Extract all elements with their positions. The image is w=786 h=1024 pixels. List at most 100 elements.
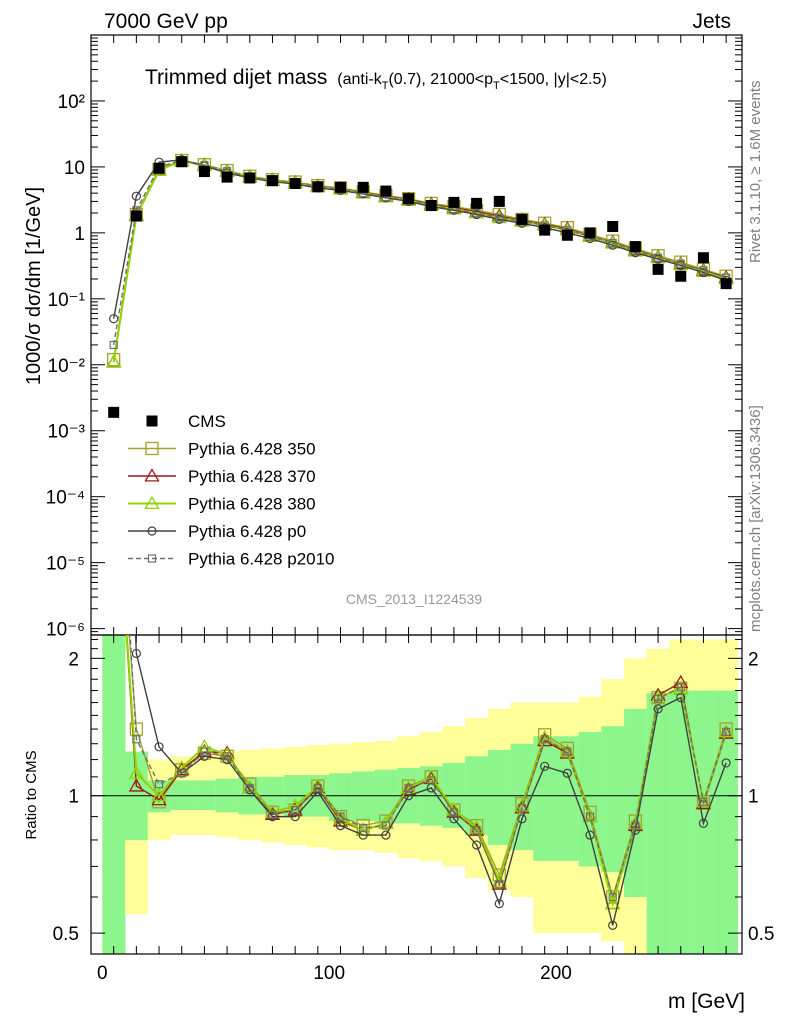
legend-label-t370: Pythia 6.428 370 (188, 467, 316, 486)
legend-item-t350: Pythia 6.428 350 (128, 440, 316, 459)
ratio-point-t380 (128, 765, 144, 779)
chart-title-detail-suffix: <1500, |y|<2.5) (500, 71, 607, 88)
main-point-cms (153, 162, 165, 174)
ratio-point-p2010 (200, 747, 209, 756)
ratio-panel-frame (90, 634, 743, 955)
ratio-point-p2010 (472, 826, 481, 835)
main-point-p2010 (653, 253, 663, 262)
main-y-tick-label: 10 (64, 158, 85, 179)
main-point-cms (221, 171, 233, 183)
ratio-point-p0 (540, 761, 550, 771)
legend-marker-p0 (147, 526, 157, 536)
header-left: 7000 GeV pp (104, 10, 228, 33)
main-y-tick-label: 10⁻⁶ (46, 620, 85, 641)
main-point-cms (335, 181, 347, 193)
ratio-point-t380 (287, 798, 303, 812)
main-point-cms (720, 278, 732, 290)
ratio-y-tick-label-left: 2 (68, 649, 79, 670)
ratio-point-p2010 (608, 892, 617, 902)
ratio-point-p0 (608, 920, 618, 930)
ratio-point-t380 (151, 787, 167, 802)
legend-marker-cms (146, 415, 158, 427)
main-point-t350 (107, 352, 121, 367)
legend-marker-t370 (144, 468, 160, 482)
main-point-cms (266, 175, 278, 187)
x-tick-label: 100 (313, 963, 345, 984)
ratio-band-inner (669, 690, 693, 954)
ratio-point-p0 (562, 768, 572, 778)
chart-title-detail-mid: (0.7), 21000<p (388, 71, 493, 88)
main-point-t380 (106, 354, 122, 368)
main-y-tick-label: 1 (74, 224, 85, 245)
main-y-tick-label: 10⁻¹ (48, 290, 86, 311)
main-point-p2010 (495, 213, 504, 222)
main-point-cms (108, 406, 120, 418)
ratio-point-p2010 (631, 821, 640, 830)
ratio-point-p0 (472, 840, 482, 850)
ratio-y-tick-label-left: 0.5 (53, 924, 79, 945)
ratio-band-inner (102, 635, 126, 954)
ratio-point-p0 (494, 899, 504, 909)
ratio-point-p2010 (313, 783, 322, 793)
main-point-cms (198, 166, 210, 178)
legend-item-t380: Pythia 6.428 380 (128, 495, 316, 514)
ratio-line-p2010 (129, 635, 727, 900)
main-point-p2010 (109, 340, 118, 350)
main-line-p0 (112, 159, 727, 319)
ratio-point-p0 (698, 818, 709, 828)
main-line-t350 (112, 159, 727, 360)
main-series-t370 (106, 152, 734, 368)
ratio-y-tick-label-right: 0.5 (748, 924, 774, 945)
ratio-point-p2010 (563, 747, 572, 756)
ratio-band-inner (374, 769, 398, 824)
ratio-point-p2010 (359, 823, 368, 833)
ratio-point-p2010 (653, 694, 663, 703)
main-point-cms (493, 195, 505, 207)
ratio-point-t380 (196, 738, 213, 753)
ratio-point-p0 (381, 830, 391, 840)
main-y-tick-label: 10⁻² (48, 356, 86, 377)
legend-label-p0: Pythia 6.428 p0 (188, 522, 306, 541)
ratio-point-p0 (517, 814, 527, 824)
main-point-p2010 (608, 238, 617, 248)
ratio-point-p2010 (449, 808, 459, 817)
ratio-band-inner (487, 749, 512, 845)
ratio-band-inner (533, 736, 557, 861)
main-point-p0 (131, 191, 141, 201)
main-panel-frame (90, 34, 743, 636)
main-point-cms (289, 178, 301, 190)
ratio-point-t370 (128, 778, 144, 792)
main-y-tick-label: 10² (58, 92, 85, 113)
ratio-point-t380 (605, 895, 621, 910)
ratio-point-p0 (721, 758, 731, 768)
ratio-band-inner (714, 690, 738, 954)
main-point-p2010 (699, 266, 708, 275)
ratio-point-p0 (676, 693, 686, 703)
ratio-point-p0 (199, 751, 210, 761)
main-series-p0 (109, 155, 731, 324)
legend-label-t350: Pythia 6.428 350 (188, 440, 316, 459)
ratio-band-inner (624, 708, 648, 897)
main-series-t350 (107, 153, 733, 367)
main-point-cms (312, 181, 324, 193)
mcplots-label: mcplots.cern.ch [arXiv:1306.3436] (747, 405, 764, 632)
ratio-point-p2010 (222, 752, 232, 761)
ratio-point-p2010 (336, 812, 345, 821)
main-point-cms (516, 213, 528, 225)
main-point-cms (244, 172, 256, 184)
main-line-t380 (112, 159, 727, 363)
ratio-point-p2010 (291, 806, 300, 815)
main-point-cms (584, 227, 596, 239)
ratio-y-tick-label-right: 2 (748, 649, 759, 670)
main-point-p2010 (472, 208, 481, 218)
main-point-cms (539, 224, 551, 236)
legend-label-t380: Pythia 6.428 380 (188, 495, 316, 514)
analysis-id: CMS_2013_I1224539 (346, 591, 482, 607)
ratio-series-p2010 (129, 635, 731, 902)
ratio-point-p0 (154, 742, 164, 752)
legend-label-p2010: Pythia 6.428 p2010 (188, 550, 335, 569)
ratio-point-t350 (129, 722, 144, 736)
main-line-t370 (112, 160, 727, 363)
main-point-cms (607, 220, 619, 232)
ratio-series-clipped (125, 635, 734, 930)
